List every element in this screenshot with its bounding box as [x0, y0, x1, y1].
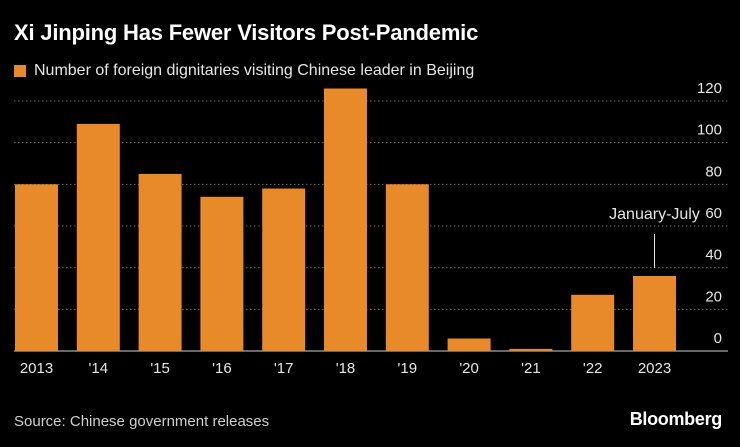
x-tick-label: 2013 — [20, 360, 53, 377]
y-tick-label: 60 — [705, 205, 722, 222]
bar — [633, 276, 676, 351]
x-tick-label: '18 — [336, 360, 356, 377]
x-tick-label: '14 — [89, 360, 109, 377]
gridlines — [14, 100, 728, 352]
annotation-label: January-July — [609, 206, 700, 223]
bar — [15, 184, 58, 351]
bar — [200, 196, 244, 351]
chart-title: Xi Jinping Has Fewer Visitors Post-Pande… — [14, 20, 479, 45]
source-note: Source: Chinese government releases — [14, 413, 270, 430]
x-tick-label: '19 — [398, 360, 418, 377]
bar — [76, 123, 120, 352]
x-tick-label: '22 — [583, 360, 603, 377]
bars — [15, 88, 676, 352]
bar — [324, 88, 367, 351]
x-tick-label: '20 — [459, 360, 479, 377]
y-tick-label: 20 — [705, 288, 722, 305]
y-tick-label: 80 — [705, 163, 722, 180]
legend-label: Number of foreign dignitaries visiting C… — [34, 62, 475, 79]
y-tick-label: 40 — [705, 247, 722, 264]
x-tick-label: '17 — [274, 360, 294, 377]
bar — [447, 338, 491, 351]
bar — [571, 294, 615, 352]
legend: Number of foreign dignitaries visiting C… — [14, 62, 474, 80]
y-tick-label: 100 — [697, 122, 722, 139]
bar — [509, 348, 553, 351]
x-tick-label: 2023 — [638, 360, 671, 377]
x-tick-label: '16 — [212, 360, 232, 377]
legend-swatch — [14, 65, 26, 77]
bar — [138, 173, 182, 351]
x-axis-ticks: 2013 '14 '15 '16 '17 '18 '19 '20 '21 '22 2023 — [20, 360, 671, 377]
bar — [385, 184, 429, 351]
x-tick-label: '21 — [521, 360, 541, 377]
x-tick-label: '15 — [150, 360, 170, 377]
y-axis-ticks: 0 20 40 60 80 100 120 — [697, 80, 722, 347]
bar — [262, 188, 306, 351]
y-tick-label: 0 — [714, 330, 722, 347]
bloomberg-logo: Bloomberg — [629, 409, 723, 429]
y-tick-label: 120 — [697, 80, 722, 97]
annotation: January-July — [609, 206, 700, 268]
